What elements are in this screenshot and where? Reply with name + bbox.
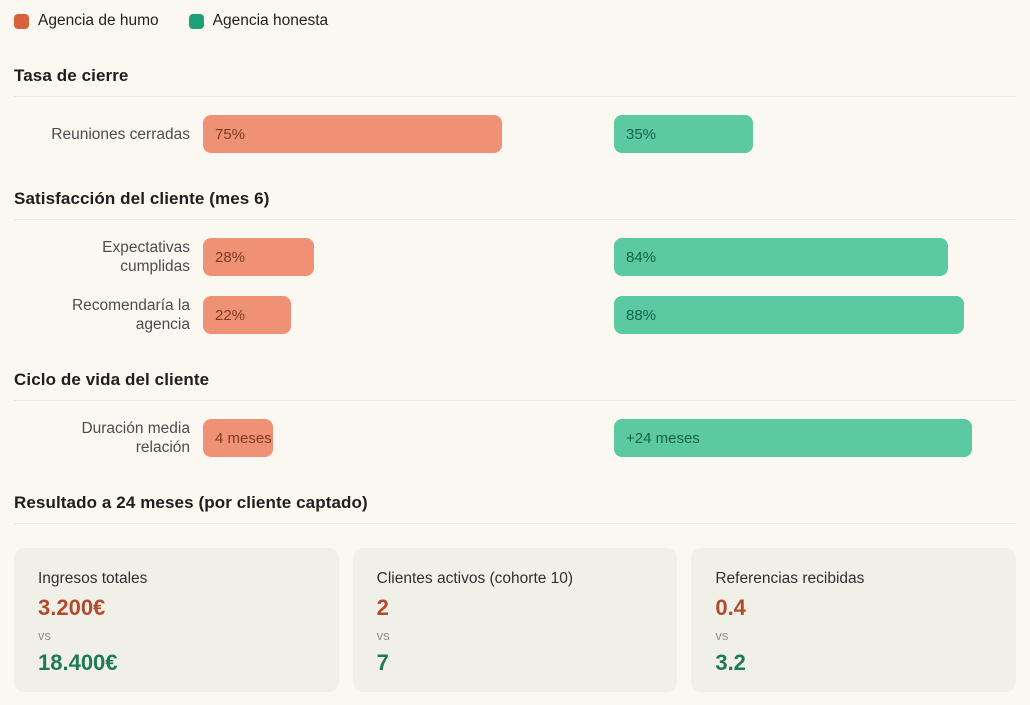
honesta-bar-value: 35% bbox=[626, 125, 657, 143]
kpi-cards: Ingresos totales 3.200€ vs 18.400€ Clien… bbox=[14, 548, 1016, 692]
kpi-value-humo: 0.4 bbox=[715, 595, 746, 620]
section-satisfaccion-cliente: Satisfacción del cliente (mes 6) Expecta… bbox=[14, 189, 1016, 334]
legend: Agencia de humo Agencia honesta bbox=[14, 12, 1016, 30]
legend-label-honesta: Agencia honesta bbox=[212, 12, 329, 29]
kpi-vs-label: vs bbox=[376, 628, 390, 643]
humo-bar-value: 28% bbox=[215, 248, 246, 266]
section-title: Satisfacción del cliente (mes 6) bbox=[14, 189, 270, 208]
metric-row: Recomendaría la agencia 22% 88% bbox=[14, 296, 1016, 334]
kpi-card-referencias: Referencias recibidas 0.4 vs 3.2 bbox=[691, 548, 1016, 692]
kpi-card-clientes-activos: Clientes activos (cohorte 10) 2 vs 7 bbox=[352, 548, 678, 692]
humo-bar-track: 75% bbox=[203, 115, 601, 153]
humo-bar: 75% bbox=[203, 115, 502, 153]
honesta-bar-track: 84% bbox=[614, 238, 1012, 276]
kpi-value-honesta: 3.2 bbox=[715, 650, 746, 675]
humo-bar: 4 meses bbox=[203, 419, 273, 457]
section-title: Resultado a 24 meses (por cliente captad… bbox=[14, 493, 368, 512]
humo-bar-track: 28% bbox=[203, 238, 601, 276]
section-divider bbox=[14, 96, 1016, 97]
kpi-value-honesta: 7 bbox=[376, 650, 389, 675]
humo-bar: 28% bbox=[203, 238, 315, 276]
humo-bar-value: 22% bbox=[215, 306, 246, 324]
kpi-card-ingresos: Ingresos totales 3.200€ vs 18.400€ bbox=[14, 548, 339, 692]
metric-label: Reuniones cerradas bbox=[51, 125, 190, 143]
honesta-bar-track: 35% bbox=[614, 115, 1012, 153]
kpi-vs-label: vs bbox=[38, 628, 51, 643]
bar-rows: Expectativas cumplidas 28% 84% Recomenda… bbox=[14, 238, 1016, 334]
honesta-bar: 88% bbox=[614, 296, 965, 334]
section-title: Ciclo de vida del cliente bbox=[14, 370, 210, 389]
legend-label-humo: Agencia de humo bbox=[38, 12, 159, 29]
metric-row: Duración media relación 4 meses +24 mese… bbox=[14, 419, 1016, 457]
bar-rows: Duración media relación 4 meses +24 mese… bbox=[14, 419, 1016, 457]
humo-bar-track: 4 meses bbox=[203, 419, 601, 457]
kpi-label: Referencias recibidas bbox=[715, 570, 865, 587]
metric-row: Expectativas cumplidas 28% 84% bbox=[14, 238, 1016, 276]
metric-label: Recomendaría la agencia bbox=[71, 297, 190, 333]
kpi-value-honesta: 18.400€ bbox=[38, 650, 118, 675]
kpi-label: Ingresos totales bbox=[38, 570, 148, 587]
section-divider bbox=[14, 523, 1016, 524]
section-title: Tasa de cierre bbox=[14, 66, 129, 85]
humo-color-swatch-icon bbox=[14, 13, 29, 29]
kpi-label: Clientes activos (cohorte 10) bbox=[376, 570, 574, 587]
honesta-bar: 35% bbox=[614, 115, 754, 153]
honesta-bar: 84% bbox=[614, 238, 949, 276]
kpi-value-humo: 2 bbox=[376, 595, 389, 620]
section-divider bbox=[14, 400, 1016, 401]
humo-bar-track: 22% bbox=[203, 296, 601, 334]
metric-label: Expectativas cumplidas bbox=[102, 239, 190, 275]
bar-rows: Reuniones cerradas 75% 35% bbox=[14, 115, 1016, 153]
humo-bar-value: 75% bbox=[215, 125, 246, 143]
legend-item-humo: Agencia de humo bbox=[14, 12, 159, 30]
kpi-vs-label: vs bbox=[715, 628, 729, 643]
section-divider bbox=[14, 219, 1016, 220]
honesta-bar-value: +24 meses bbox=[626, 429, 700, 447]
legend-item-honesta: Agencia honesta bbox=[188, 12, 329, 30]
metric-label: Duración media relación bbox=[81, 420, 190, 456]
honesta-bar-value: 84% bbox=[626, 248, 657, 266]
honesta-bar-value: 88% bbox=[626, 306, 657, 324]
honesta-bar-track: 88% bbox=[614, 296, 1012, 334]
honesta-bar-track: +24 meses bbox=[614, 419, 1012, 457]
metric-row: Reuniones cerradas 75% 35% bbox=[14, 115, 1016, 153]
honesta-color-swatch-icon bbox=[188, 13, 204, 29]
honesta-bar: +24 meses bbox=[614, 419, 973, 457]
section-resultado-24-meses: Resultado a 24 meses (por cliente captad… bbox=[14, 493, 1016, 692]
humo-bar: 22% bbox=[203, 296, 291, 334]
humo-bar-value: 4 meses bbox=[215, 429, 272, 447]
section-tasa-de-cierre: Tasa de cierre Reuniones cerradas 75% 35… bbox=[14, 66, 1016, 153]
kpi-value-humo: 3.200€ bbox=[38, 595, 106, 620]
section-ciclo-de-vida: Ciclo de vida del cliente Duración media… bbox=[14, 370, 1016, 457]
